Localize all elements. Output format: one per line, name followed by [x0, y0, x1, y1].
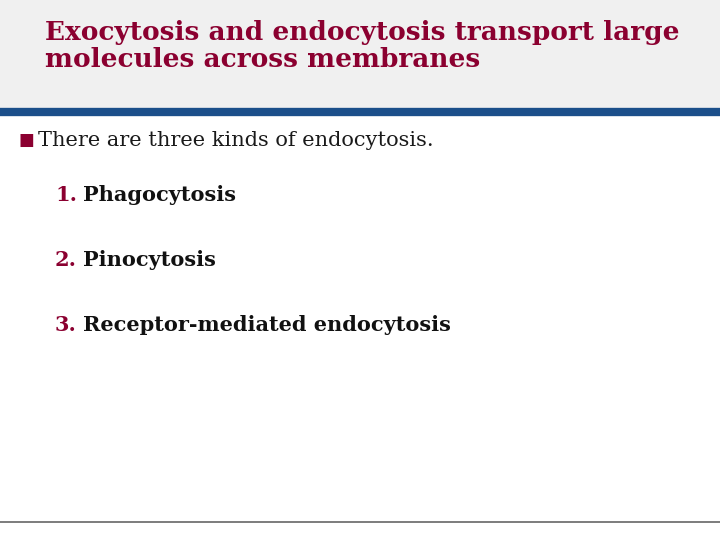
- Text: Pinocytosis: Pinocytosis: [83, 250, 216, 270]
- Text: molecules across membranes: molecules across membranes: [45, 47, 480, 72]
- Text: ■: ■: [18, 131, 34, 149]
- Text: 1.: 1.: [55, 185, 77, 205]
- Bar: [0, 0, 720, 110]
- Text: There are three kinds of endocytosis.: There are three kinds of endocytosis.: [38, 131, 433, 150]
- Text: 3.: 3.: [55, 315, 77, 335]
- Text: Exocytosis and endocytosis transport large: Exocytosis and endocytosis transport lar…: [45, 20, 680, 45]
- Text: Phagocytosis: Phagocytosis: [83, 185, 236, 205]
- Text: 2.: 2.: [55, 250, 77, 270]
- Text: Receptor-mediated endocytosis: Receptor-mediated endocytosis: [83, 315, 451, 335]
